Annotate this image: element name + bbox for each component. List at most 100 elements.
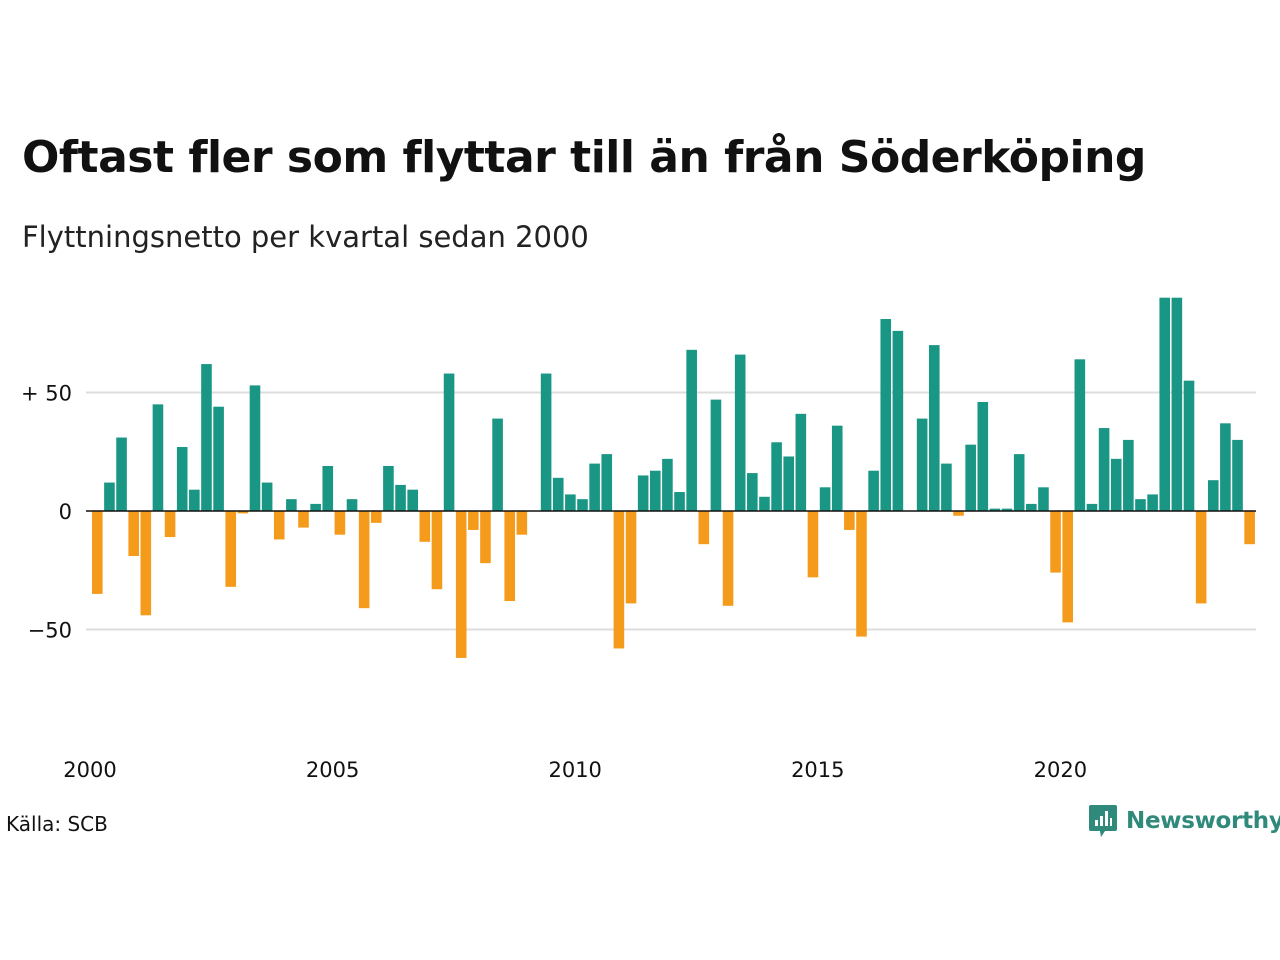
bar bbox=[601, 454, 613, 511]
bar bbox=[831, 425, 843, 511]
bar bbox=[613, 511, 625, 649]
bar bbox=[540, 373, 552, 511]
chart-subtitle: Flyttningsnetto per kvartal sedan 2000 bbox=[22, 220, 589, 254]
bar bbox=[589, 463, 600, 511]
bar bbox=[1098, 428, 1110, 511]
x-tick-label: 2005 bbox=[306, 758, 359, 782]
bar bbox=[552, 477, 564, 511]
bar bbox=[419, 511, 431, 542]
bar bbox=[225, 511, 237, 587]
bar bbox=[625, 511, 637, 604]
bar bbox=[686, 349, 697, 511]
bar bbox=[1147, 494, 1158, 511]
bar bbox=[310, 503, 321, 511]
bar bbox=[698, 511, 710, 545]
bar bbox=[916, 418, 928, 511]
bar bbox=[261, 482, 273, 511]
bar bbox=[1232, 439, 1243, 511]
bar bbox=[868, 470, 879, 511]
bar bbox=[431, 511, 443, 590]
bar bbox=[1244, 511, 1255, 545]
bar bbox=[140, 511, 152, 616]
bar bbox=[455, 511, 467, 658]
bar bbox=[649, 470, 661, 511]
bar bbox=[164, 511, 176, 538]
y-tick-label: + 50 bbox=[21, 382, 72, 406]
bar bbox=[892, 330, 904, 511]
bar bbox=[1195, 511, 1207, 604]
bar bbox=[1013, 454, 1025, 511]
bar bbox=[637, 475, 649, 511]
bar bbox=[1074, 359, 1086, 511]
bar bbox=[504, 511, 516, 602]
bar bbox=[189, 489, 200, 511]
bar bbox=[710, 399, 722, 511]
bar bbox=[1026, 503, 1037, 511]
bar bbox=[383, 465, 394, 511]
bar bbox=[286, 499, 297, 511]
bar-chart-speech-bubble-icon bbox=[1089, 805, 1117, 837]
bar bbox=[1086, 503, 1098, 511]
bar bbox=[941, 463, 952, 511]
bar bbox=[1135, 499, 1146, 511]
bar bbox=[298, 511, 309, 528]
bar-chart: + 50 0 −50 2000 2005 2010 2015 2020 bbox=[21, 297, 1256, 782]
bar bbox=[443, 373, 455, 511]
bar bbox=[395, 484, 406, 511]
bar bbox=[577, 499, 588, 511]
bar bbox=[213, 406, 224, 511]
bar bbox=[747, 473, 758, 511]
bar bbox=[722, 511, 734, 606]
bar bbox=[104, 482, 115, 511]
bar bbox=[334, 511, 346, 535]
bar bbox=[1220, 423, 1231, 511]
bar bbox=[662, 458, 673, 511]
bar bbox=[492, 418, 503, 511]
bar bbox=[795, 413, 807, 511]
x-tick-label: 2010 bbox=[548, 758, 601, 782]
bar bbox=[953, 511, 964, 516]
bar bbox=[237, 511, 249, 514]
bar bbox=[116, 437, 127, 511]
bar bbox=[273, 511, 285, 540]
bar bbox=[128, 511, 139, 557]
bar bbox=[844, 511, 855, 530]
bar bbox=[674, 492, 685, 511]
bar bbox=[1110, 458, 1122, 511]
gridlines bbox=[86, 391, 1256, 631]
bar bbox=[783, 456, 795, 511]
bar bbox=[989, 508, 1001, 511]
bar bbox=[322, 465, 334, 511]
bar bbox=[1171, 297, 1183, 511]
bar bbox=[759, 496, 770, 511]
bar bbox=[1001, 508, 1013, 511]
newsworthy-logo: Newsworthy bbox=[1088, 804, 1280, 838]
bar bbox=[1062, 511, 1073, 623]
x-tick-label: 2020 bbox=[1034, 758, 1087, 782]
bar bbox=[734, 354, 746, 511]
x-axis-ticks: 2000 2005 2010 2015 2020 bbox=[63, 758, 1087, 782]
x-tick-label: 2015 bbox=[791, 758, 844, 782]
logo-text: Newsworthy bbox=[1126, 808, 1280, 834]
bar bbox=[856, 511, 867, 637]
bar bbox=[370, 511, 382, 523]
bar bbox=[807, 511, 819, 578]
y-axis-ticks: + 50 0 −50 bbox=[21, 382, 72, 643]
chart-title: Oftast fler som flyttar till än från Söd… bbox=[22, 132, 1146, 183]
y-tick-label: −50 bbox=[28, 619, 72, 643]
bar bbox=[565, 494, 576, 511]
bar bbox=[928, 345, 940, 511]
bar bbox=[1038, 487, 1049, 511]
bar bbox=[771, 442, 782, 511]
bar bbox=[1123, 439, 1134, 511]
bars bbox=[92, 297, 1255, 658]
bar bbox=[201, 364, 212, 511]
bar bbox=[480, 511, 491, 564]
bar bbox=[880, 319, 892, 511]
bar bbox=[965, 444, 976, 511]
bar bbox=[468, 511, 479, 530]
bar bbox=[1183, 380, 1195, 511]
bar bbox=[977, 401, 989, 511]
y-tick-label: 0 bbox=[59, 500, 72, 524]
bar bbox=[346, 499, 358, 511]
